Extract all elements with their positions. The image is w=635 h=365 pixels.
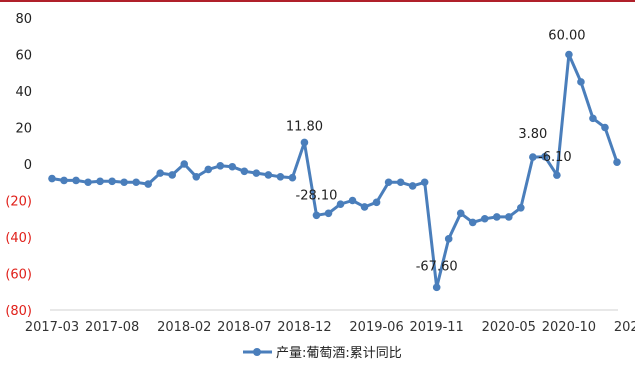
- x-tick-label: 2020-10: [542, 320, 596, 335]
- legend-point-marker: [253, 348, 261, 356]
- y-tick-label: (40): [5, 231, 32, 246]
- x-tick-label: 2018-12: [277, 320, 331, 335]
- data-point: [84, 178, 92, 187]
- data-point: [192, 172, 201, 181]
- data-point: [108, 177, 116, 186]
- y-tick-label: (20): [5, 195, 32, 210]
- x-tick-label: 2020-05: [482, 320, 536, 335]
- data-label: 3.80: [518, 127, 547, 142]
- data-point: [240, 167, 249, 176]
- data-point: [541, 152, 549, 161]
- data-point: [96, 177, 104, 186]
- data-point: [216, 162, 225, 170]
- data-point: [456, 209, 465, 218]
- data-label: -67.60: [416, 259, 458, 274]
- data-label: 60.00: [548, 29, 585, 44]
- y-tick-label: (60): [5, 268, 32, 283]
- data-point: [505, 213, 513, 221]
- data-point: [120, 178, 128, 187]
- y-tick-label: 60: [15, 49, 32, 64]
- data-point: [324, 209, 333, 218]
- data-point: [408, 182, 417, 190]
- data-point: [613, 158, 621, 166]
- x-tick-label: 2018-02: [157, 320, 211, 335]
- data-point: [156, 169, 164, 177]
- data-point: [492, 213, 501, 221]
- data-point: [601, 123, 609, 132]
- data-point: [348, 196, 357, 205]
- y-tick-label: 40: [15, 85, 32, 100]
- x-tick-label: 2019-11: [410, 320, 464, 335]
- data-label: -6.10: [538, 150, 572, 165]
- y-tick-label: 20: [15, 122, 32, 137]
- data-point: [565, 50, 573, 59]
- x-tick-label: 2017-03: [25, 320, 79, 335]
- data-point: [517, 204, 525, 212]
- data-point: [360, 203, 369, 211]
- x-tick-label: 2019-06: [349, 320, 403, 335]
- data-point: [444, 235, 453, 243]
- data-point: [132, 178, 140, 187]
- data-point: [204, 165, 213, 174]
- data-point: [432, 283, 441, 292]
- y-tick-label: 0: [24, 158, 32, 173]
- data-point: [276, 172, 285, 181]
- data-labels: 11.80 -28.10 -67.60 3.80 -6.10 60.00: [286, 29, 586, 275]
- data-point: [589, 114, 597, 123]
- data-point: [60, 176, 68, 185]
- x-axis: 2017-03 2017-08 2018-02 2018-07 2018-12 2019-…: [25, 320, 635, 335]
- data-point: [264, 171, 273, 179]
- data-point: [577, 78, 585, 86]
- data-point: [372, 198, 381, 207]
- top-border-line: [0, 0, 635, 2]
- data-point: [468, 218, 477, 227]
- legend-label: 产量:葡萄酒:累计同比: [276, 346, 402, 361]
- series-line: [50, 53, 619, 289]
- data-point: [384, 178, 393, 187]
- y-tick-label: (80): [5, 304, 32, 319]
- y-axis: 80 60 40 20 0 (20) (40) (60) (80): [5, 12, 32, 319]
- data-point: [180, 160, 189, 168]
- x-tick-label: 2017-08: [85, 320, 139, 335]
- data-label: -28.10: [296, 188, 338, 203]
- data-point: [529, 153, 537, 161]
- series-points: [48, 50, 621, 292]
- data-point: [288, 173, 297, 182]
- data-point: [228, 162, 237, 171]
- data-point: [144, 180, 152, 188]
- data-point: [48, 174, 56, 183]
- data-point: [252, 169, 261, 177]
- data-point: [168, 171, 177, 179]
- x-tick-label: 2018-07: [217, 320, 271, 335]
- data-point: [553, 171, 561, 179]
- data-label: 11.80: [286, 119, 323, 134]
- data-point: [72, 176, 80, 185]
- data-point: [300, 138, 309, 147]
- legend: 产量:葡萄酒:累计同比: [243, 346, 402, 361]
- data-point: [336, 200, 345, 208]
- data-point: [396, 178, 405, 187]
- data-point: [480, 214, 489, 223]
- y-tick-label: 80: [15, 12, 32, 27]
- data-point: [312, 211, 321, 220]
- data-point: [420, 178, 429, 187]
